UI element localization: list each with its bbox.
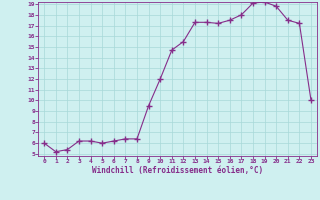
X-axis label: Windchill (Refroidissement éolien,°C): Windchill (Refroidissement éolien,°C)	[92, 166, 263, 175]
